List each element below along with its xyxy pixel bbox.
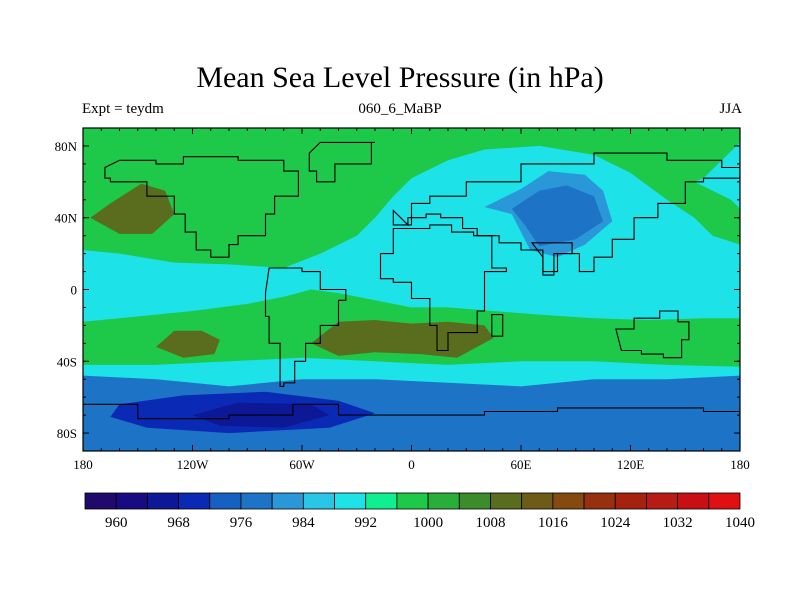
colorbar-swatch bbox=[521, 492, 554, 510]
colorbar-label: 1000 bbox=[413, 515, 443, 531]
colorbar-swatch bbox=[271, 492, 304, 510]
season-label: JJA bbox=[719, 101, 742, 117]
colorbar-label: 960 bbox=[105, 515, 128, 531]
x-tick-label: 60W bbox=[289, 457, 315, 472]
colorbar-swatch bbox=[84, 492, 117, 510]
x-tick-label: 120W bbox=[177, 457, 210, 472]
colorbar-label: 1024 bbox=[600, 515, 631, 531]
coastline-south-america bbox=[264, 267, 347, 387]
coastline-north-america bbox=[104, 156, 299, 258]
coastline-india bbox=[530, 242, 573, 276]
colorbar-swatch bbox=[146, 492, 179, 510]
coastline-madagascar bbox=[491, 314, 504, 337]
colorbar-label: 1040 bbox=[725, 515, 755, 531]
x-tick-label: 120E bbox=[617, 457, 645, 472]
field-northern-mid-latitude-band bbox=[83, 128, 740, 268]
coastline-eurasia bbox=[392, 152, 740, 273]
colorbar-swatch bbox=[427, 492, 460, 510]
y-tick-label: 80S bbox=[57, 426, 77, 441]
y-tick-label: 40N bbox=[55, 211, 78, 226]
colorbar-swatch bbox=[490, 492, 523, 510]
pressure-field bbox=[83, 128, 740, 451]
y-tick-label: 0 bbox=[71, 283, 78, 298]
time-label: 060_6_MaBP bbox=[358, 101, 442, 117]
x-tick-label: 180 bbox=[73, 457, 93, 472]
colorbar-swatch bbox=[334, 492, 367, 510]
continent-outlines bbox=[83, 141, 740, 451]
colorbar-swatch bbox=[458, 492, 491, 510]
coastline-africa bbox=[379, 224, 507, 352]
colorbar-label: 1008 bbox=[475, 515, 505, 531]
coastline-australia bbox=[615, 310, 690, 359]
colorbar-swatch bbox=[115, 492, 148, 510]
chart-title: Mean Sea Level Pressure (in hPa) bbox=[196, 61, 604, 94]
colorbar-swatch bbox=[396, 492, 429, 510]
x-tick-label: 0 bbox=[408, 457, 415, 472]
colorbar-swatch bbox=[614, 492, 647, 510]
colorbar-swatch bbox=[552, 492, 585, 510]
colorbar-label: 992 bbox=[354, 515, 377, 531]
colorbar-swatch bbox=[708, 492, 741, 510]
y-tick-label: 80N bbox=[55, 139, 78, 154]
colorbar-label: 1032 bbox=[663, 515, 693, 531]
coastline-antarctica bbox=[83, 403, 740, 451]
colorbar-swatch bbox=[178, 492, 211, 510]
x-tick-label: 180 bbox=[730, 457, 750, 472]
colorbar-swatch bbox=[209, 492, 242, 510]
field-asian-low-inner bbox=[511, 185, 604, 247]
y-tick-label: 40S bbox=[57, 354, 77, 369]
colorbar-label: 976 bbox=[230, 515, 253, 531]
colorbar-swatch bbox=[583, 492, 616, 510]
colorbar-swatch bbox=[302, 492, 335, 510]
colorbar-swatch bbox=[240, 492, 273, 510]
colorbar-label: 968 bbox=[167, 515, 190, 531]
colorbar-swatch bbox=[646, 492, 679, 510]
colorbar-swatch bbox=[365, 492, 398, 510]
x-tick-label: 60E bbox=[511, 457, 532, 472]
field-south-pacific-high bbox=[156, 330, 220, 358]
experiment-label: Expt = teydm bbox=[82, 101, 164, 117]
colorbar-swatch bbox=[677, 492, 710, 510]
colorbar-label: 1016 bbox=[538, 515, 569, 531]
colorbar: 960 968 976 984 992 1000 1008 1016 1024 1032 1040 bbox=[84, 492, 755, 531]
coastline-greenland bbox=[308, 141, 375, 183]
colorbar-label: 984 bbox=[292, 515, 315, 531]
